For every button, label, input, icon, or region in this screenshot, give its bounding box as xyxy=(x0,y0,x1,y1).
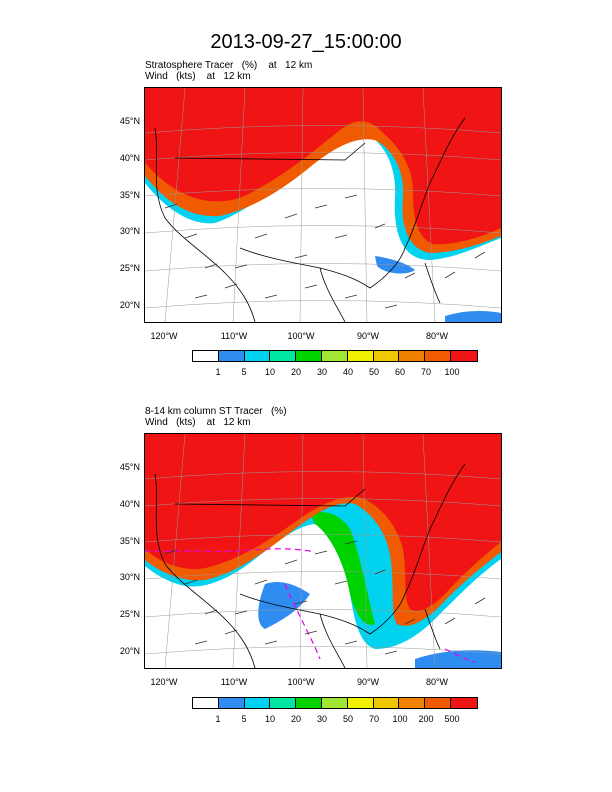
panel2-colorbar xyxy=(192,697,478,709)
colorbar-box xyxy=(425,351,451,361)
colorbar-box xyxy=(296,351,322,361)
colorbar-box xyxy=(193,351,219,361)
tracer-field-green xyxy=(310,512,375,625)
panel1-wind-barbs xyxy=(164,194,486,309)
panel2-title: 8-14 km column ST Tracer (%) xyxy=(145,406,287,417)
panel2-lat-label: 25°N xyxy=(119,609,140,619)
panel1-lat-label: 40°N xyxy=(119,153,140,163)
colorbar-box xyxy=(270,698,297,708)
panel1-colorbar-label: 10 xyxy=(264,367,275,377)
panel1-map xyxy=(144,87,502,323)
tracer-field-red xyxy=(145,88,501,245)
panel1-colorbar-label: 60 xyxy=(394,367,405,377)
panel2-dashed-contours xyxy=(145,548,476,663)
colorbar-box xyxy=(218,351,245,361)
panel2-coastlines xyxy=(154,463,466,668)
panel1-coastlines xyxy=(154,117,466,322)
panel1-lat-label: 30°N xyxy=(119,226,140,236)
panel1-lon-label: 120°W xyxy=(150,331,178,341)
panel2-lat-label: 40°N xyxy=(119,499,140,509)
panel1-lat-label: 45°N xyxy=(119,116,140,126)
panel2-lat-label: 35°N xyxy=(119,536,140,546)
panel1-colorbar-label: 5 xyxy=(241,367,247,377)
panel2-colorbar-label: 200 xyxy=(418,714,434,724)
panel1-colorbar xyxy=(192,350,478,362)
panel2-colorbar-label: 20 xyxy=(290,714,301,724)
colorbar-box xyxy=(321,698,348,708)
colorbar-box xyxy=(296,698,322,708)
panel1-colorbar-label: 100 xyxy=(444,367,460,377)
colorbar-box xyxy=(373,351,400,361)
panel2-lon-label: 90°W xyxy=(356,677,380,687)
colorbar-box xyxy=(270,351,297,361)
panel2-lat-label: 30°N xyxy=(119,572,140,582)
panel1-colorbar-label: 30 xyxy=(316,367,327,377)
panel2-colorbar-label: 1 xyxy=(215,714,221,724)
panel1-lat-label: 20°N xyxy=(119,300,140,310)
panel2-lon-label: 110°W xyxy=(220,677,248,687)
panel2-colorbar-label: 30 xyxy=(316,714,327,724)
panel2-colorbar-label: 70 xyxy=(368,714,379,724)
panel2-map xyxy=(144,433,502,669)
panel2-colorbar-label: 100 xyxy=(392,714,408,724)
panel2-colorbar-label: 10 xyxy=(264,714,275,724)
colorbar-box xyxy=(450,351,477,361)
colorbar-box xyxy=(347,351,374,361)
colorbar-box xyxy=(399,698,426,708)
panel1-lon-label: 100°W xyxy=(287,331,315,341)
panel1-map-svg xyxy=(145,88,501,322)
panel2-lon-label: 120°W xyxy=(150,677,178,687)
colorbar-box xyxy=(373,698,400,708)
panel1-lon-label: 80°W xyxy=(425,331,449,341)
panel1-lon-label: 90°W xyxy=(356,331,380,341)
panel2-map-svg xyxy=(145,434,501,668)
colorbar-box xyxy=(244,698,271,708)
panel1-lat-label: 35°N xyxy=(119,190,140,200)
panel1-subtitle: Wind (kts) at 12 km xyxy=(145,71,251,82)
panel1-colorbar-label: 70 xyxy=(420,367,431,377)
panel2-subtitle: Wind (kts) at 12 km xyxy=(145,417,251,428)
panel2-wind-barbs xyxy=(164,540,486,655)
colorbar-box xyxy=(425,698,451,708)
panel1-colorbar-label: 50 xyxy=(368,367,379,377)
tracer-field-red xyxy=(145,434,501,611)
panel2-colorbar-label: 50 xyxy=(342,714,353,724)
panel1-lon-label: 110°W xyxy=(220,331,248,341)
panel2-lon-label: 100°W xyxy=(287,677,315,687)
panel2-lat-label: 20°N xyxy=(119,646,140,656)
colorbar-box xyxy=(193,698,219,708)
colorbar-box xyxy=(244,351,271,361)
colorbar-box xyxy=(450,698,477,708)
page-title: 2013-09-27_15:00:00 xyxy=(210,31,402,53)
panel2-lat-label: 45°N xyxy=(119,462,140,472)
panel2-lon-label: 80°W xyxy=(425,677,449,687)
panel2-colorbar-label: 5 xyxy=(241,714,247,724)
colorbar-box xyxy=(218,698,245,708)
panel1-title: Stratosphere Tracer (%) at 12 km xyxy=(145,60,313,71)
panel1-colorbar-label: 40 xyxy=(342,367,353,377)
panel2-colorbar-label: 500 xyxy=(444,714,460,724)
colorbar-box xyxy=(399,351,426,361)
colorbar-box xyxy=(321,351,348,361)
panel1-colorbar-label: 20 xyxy=(290,367,301,377)
panel1-lat-label: 25°N xyxy=(119,263,140,273)
panel2-graticule xyxy=(145,434,501,668)
colorbar-box xyxy=(347,698,374,708)
panel1-colorbar-label: 1 xyxy=(215,367,221,377)
